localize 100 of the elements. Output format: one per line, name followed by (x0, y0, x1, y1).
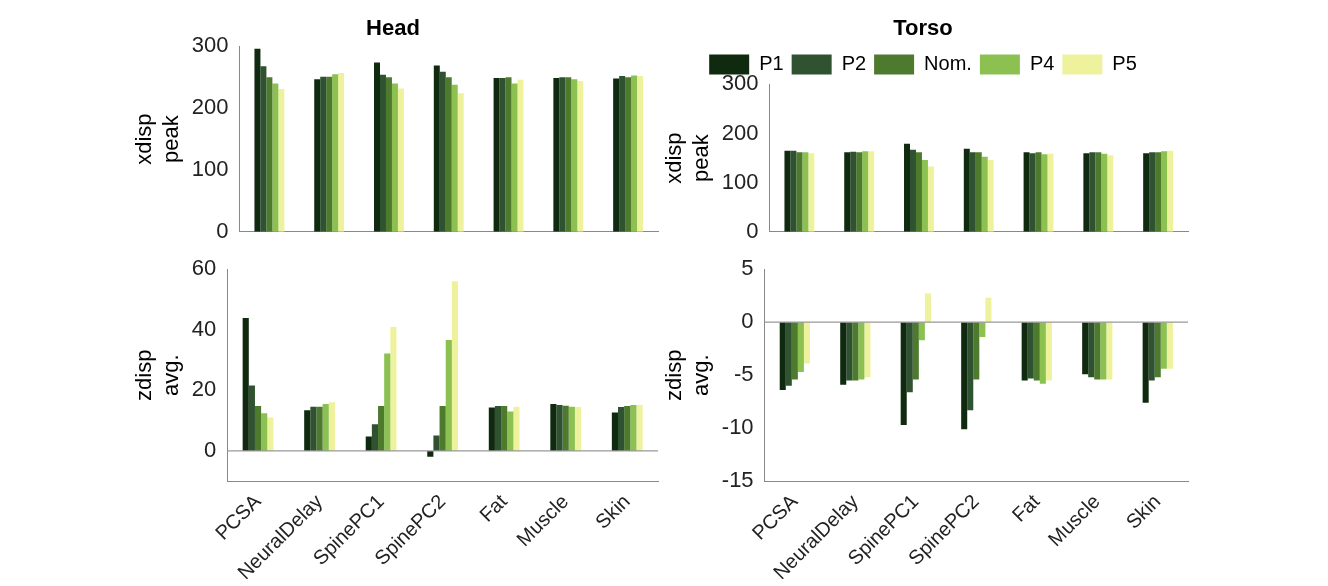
bar (840, 322, 847, 385)
bar (868, 151, 875, 232)
bar (979, 322, 986, 338)
bar (445, 77, 452, 232)
bar (1029, 153, 1036, 232)
bar (390, 327, 397, 451)
x-tick-label: Skin (590, 489, 634, 533)
bar (864, 322, 871, 378)
bar (618, 407, 625, 451)
bar (266, 77, 273, 232)
bar (1143, 153, 1150, 232)
legend-label: P5 (1112, 51, 1137, 74)
y-tick-label: -10 (721, 414, 754, 440)
bar (784, 150, 791, 232)
bar (559, 77, 566, 232)
bar (248, 385, 255, 451)
bar (846, 322, 853, 381)
bar (1161, 151, 1168, 232)
bar (910, 149, 916, 232)
bar (1045, 322, 1052, 381)
y-tick-label: 40 (191, 315, 217, 341)
bar (611, 412, 618, 451)
bar (987, 160, 994, 232)
bar (802, 152, 809, 232)
y-tick-label: 100 (721, 168, 759, 194)
bar (571, 79, 578, 232)
bar (553, 77, 560, 232)
y-tick-label: 0 (216, 217, 229, 243)
bar (556, 404, 563, 451)
bar (904, 143, 910, 232)
y-tick-label: 200 (191, 94, 229, 120)
bar (314, 79, 321, 232)
bar (1155, 152, 1162, 232)
bar (1101, 153, 1108, 232)
y-axis-title: xdisp peak (661, 132, 713, 184)
bar (1021, 322, 1028, 381)
bar (328, 402, 335, 451)
bar (391, 83, 398, 232)
y-tick-label: 5 (741, 255, 754, 281)
y-tick-label: 200 (721, 119, 759, 145)
bar (852, 322, 859, 381)
bar (501, 406, 508, 451)
bar (272, 83, 279, 232)
bar (975, 152, 982, 232)
bar (577, 81, 584, 232)
bar (1083, 153, 1090, 232)
bar (1039, 322, 1046, 384)
bar (985, 297, 992, 323)
bar (973, 322, 980, 380)
bar (384, 353, 391, 451)
bar (1154, 322, 1161, 378)
bar (981, 156, 988, 232)
bar (499, 77, 506, 232)
bar (439, 71, 446, 232)
bar (322, 403, 329, 451)
bar (921, 160, 928, 232)
bar (1166, 322, 1173, 369)
bar (550, 403, 557, 451)
bar (1160, 322, 1167, 369)
bar (1035, 152, 1042, 232)
bar (796, 152, 803, 232)
chart-title: Torso (893, 15, 953, 41)
bar (967, 322, 974, 411)
bar (1041, 154, 1048, 232)
legend-label: Nom. (924, 51, 972, 74)
bar (912, 322, 919, 380)
bar (371, 424, 379, 451)
bar (332, 74, 339, 232)
bar (493, 77, 500, 232)
bar (374, 62, 380, 232)
x-tick-label: Fat (474, 489, 512, 526)
bar (278, 89, 285, 232)
bar (1082, 322, 1089, 375)
bar (844, 152, 851, 232)
bar (1100, 322, 1107, 380)
bar (338, 72, 345, 232)
y-tick-label: 300 (191, 32, 229, 58)
chart-title: Head (366, 15, 420, 41)
y-tick-label: 0 (746, 217, 759, 243)
bar (1142, 322, 1149, 403)
bar (927, 166, 934, 232)
bar (906, 322, 913, 393)
bar (850, 151, 857, 232)
bar (505, 77, 512, 232)
bar (1095, 152, 1102, 232)
bar (310, 406, 317, 451)
legend-label: P1 (759, 51, 784, 74)
bar (961, 322, 968, 430)
bar (631, 75, 638, 232)
bar (380, 74, 386, 232)
bar (445, 340, 452, 451)
y-axis-title: zdisp avg. (131, 349, 183, 401)
bar (378, 406, 385, 451)
bar (260, 66, 267, 232)
bar (1148, 322, 1155, 381)
bar (637, 76, 644, 232)
bar (630, 404, 637, 451)
bar (1106, 322, 1113, 380)
bar (1094, 322, 1101, 380)
bar (488, 407, 495, 451)
